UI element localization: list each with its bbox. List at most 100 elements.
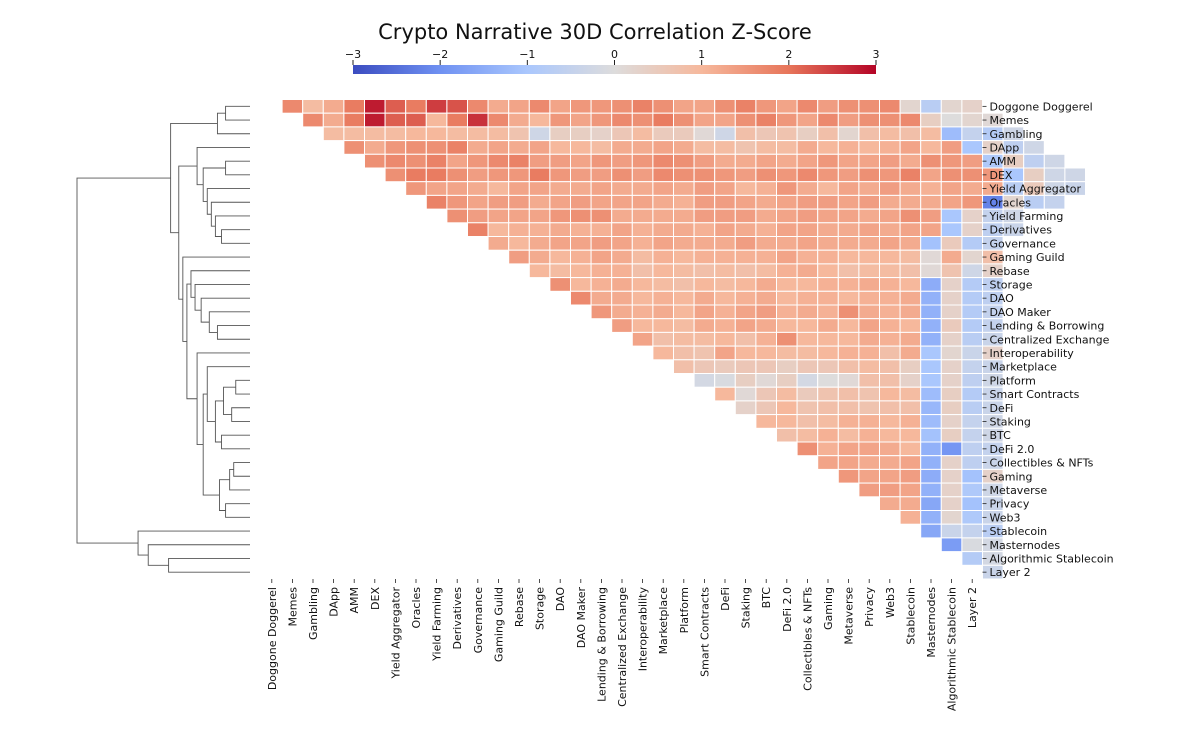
heatmap-cell <box>879 140 901 155</box>
row-label: AMM <box>990 155 1017 168</box>
column-label: Masternodes <box>925 587 938 658</box>
heatmap-cell <box>590 181 613 196</box>
heatmap-cell <box>467 208 489 224</box>
heatmap-cell <box>837 140 860 155</box>
heatmap-cell <box>817 181 839 196</box>
heatmap-cell <box>570 167 592 183</box>
heatmap-cell <box>508 249 530 265</box>
row-label: Yield Aggregator <box>989 183 1082 196</box>
heatmap-cell <box>714 304 736 320</box>
row-label: Oracles <box>990 196 1032 209</box>
heatmap-cell <box>405 181 427 196</box>
heatmap-cell <box>920 523 942 539</box>
heatmap-cell <box>611 167 633 183</box>
heatmap-cell <box>673 167 695 183</box>
heatmap-cell <box>734 167 757 183</box>
heatmap-cell <box>467 167 489 183</box>
heatmap-cell <box>714 126 736 142</box>
heatmap-cell <box>776 359 798 374</box>
heatmap-cell <box>837 112 860 128</box>
heatmap-cell <box>961 359 984 374</box>
heatmap-cell <box>590 222 613 238</box>
heatmap-cell <box>837 331 860 347</box>
heatmap-cell <box>693 167 716 183</box>
dendrogram-link <box>216 325 250 340</box>
dendrogram-link <box>137 530 250 556</box>
heatmap-cell <box>549 277 572 292</box>
colorbar-gradient <box>353 65 876 74</box>
heatmap-cell <box>508 194 530 210</box>
heatmap-cell <box>528 126 551 142</box>
heatmap-cell <box>796 318 819 333</box>
colorbar-tick-label: 1 <box>698 48 705 61</box>
dendrogram-link <box>206 366 250 422</box>
heatmap-cell <box>590 99 613 114</box>
heatmap-cell <box>837 236 860 251</box>
heatmap-cell <box>446 153 468 169</box>
heatmap-cell <box>487 208 510 224</box>
heatmap-cell <box>796 99 819 114</box>
heatmap-cell <box>899 455 922 470</box>
heatmap-cell <box>837 414 860 429</box>
heatmap-cell <box>879 482 901 498</box>
row-label: DEX <box>990 169 1013 182</box>
heatmap-cell <box>961 427 984 443</box>
dendrogram-link <box>208 311 250 333</box>
row-label: Platform <box>990 374 1036 387</box>
heatmap-cell <box>714 140 736 155</box>
heatmap-cell <box>364 153 386 169</box>
heatmap-cell <box>322 112 345 128</box>
heatmap-cell <box>920 468 942 484</box>
dendrogram-link <box>225 160 250 176</box>
heatmap-cell <box>508 167 530 183</box>
heatmap-cell <box>631 304 654 320</box>
heatmap-cell <box>858 482 881 498</box>
heatmap-cell <box>899 126 922 142</box>
heatmap-cell <box>734 222 757 238</box>
heatmap-cell <box>487 222 510 238</box>
heatmap-cell <box>755 112 778 128</box>
heatmap-cell <box>549 112 572 128</box>
column-label: Privacy <box>863 587 876 627</box>
heatmap-cell <box>796 236 819 251</box>
heatmap-cell <box>817 194 839 210</box>
heatmap-cell <box>487 181 510 196</box>
row-label: Yield Farming <box>989 210 1064 223</box>
heatmap-cell <box>796 427 819 443</box>
heatmap-cell <box>837 359 860 374</box>
heatmap-cell <box>631 222 654 238</box>
column-label: Metaverse <box>843 587 856 645</box>
heatmap-cell <box>487 236 510 251</box>
row-label: Doggone Doggerel <box>990 100 1093 113</box>
heatmap-cell <box>858 331 881 347</box>
heatmap-cell <box>776 345 798 361</box>
heatmap-cell <box>899 441 922 457</box>
heatmap-cell <box>714 181 736 196</box>
heatmap-cell <box>961 140 984 155</box>
heatmap-cell <box>776 194 798 210</box>
heatmap-cell <box>899 194 922 210</box>
colorbar-tick-label: −2 <box>432 48 448 61</box>
heatmap-cell <box>899 277 922 292</box>
heatmap-cell <box>940 140 963 155</box>
heatmap-cell <box>673 236 695 251</box>
heatmap-cell <box>858 181 881 196</box>
heatmap-cell <box>796 345 819 361</box>
row-label: Gaming Guild <box>990 251 1065 264</box>
heatmap-cell <box>343 112 365 128</box>
heatmap-cell <box>467 222 489 238</box>
heatmap-cell <box>817 153 839 169</box>
heatmap-cell <box>611 194 633 210</box>
heatmap-cell <box>652 140 675 155</box>
heatmap-cell <box>796 153 819 169</box>
heatmap-cell <box>858 441 881 457</box>
heatmap-cell <box>714 249 736 265</box>
heatmap-cell <box>920 318 942 333</box>
heatmap-cell <box>837 318 860 333</box>
heatmap-cell <box>940 194 963 210</box>
column-label: Yield Farming <box>431 587 444 662</box>
heatmap-cell <box>652 263 675 279</box>
heatmap-cell <box>673 222 695 238</box>
heatmap-cell <box>858 194 881 210</box>
heatmap-cell <box>755 167 778 183</box>
